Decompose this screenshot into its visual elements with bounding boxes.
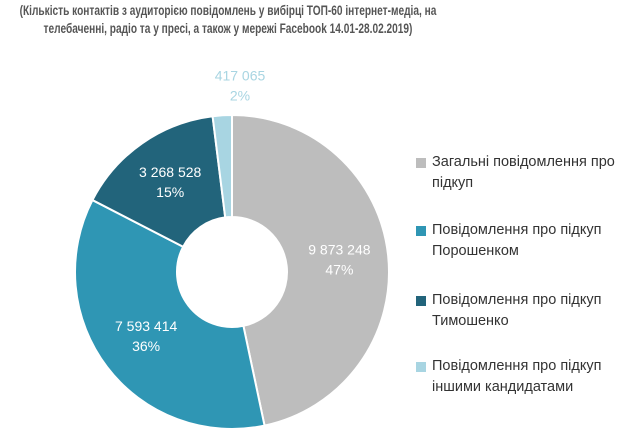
legend-swatch [416,226,426,236]
slice [231,113,390,427]
legend-label: Повідомлення про підкуп Тимошенко [432,292,602,329]
legend-item: Загальні повідомлення про підкуп [416,152,626,194]
slice [74,198,266,430]
slice [91,115,227,249]
value-label: 9 873 248 [308,241,370,257]
legend-item: Повідомлення про підкуп Порошенком [416,220,626,262]
value-label: 7 593 414 [115,318,177,334]
share-label: 2% [230,88,250,104]
share-label: 15% [156,184,184,200]
legend-swatch [416,296,426,306]
legend-label: Повідомлення про підкуп Порошенком [432,222,602,259]
share-label: 47% [325,261,353,277]
legend-item: Повідомлення про підкуп іншими кандидата… [416,356,626,398]
legend-label: Загальні повідомлення про підкуп [432,154,615,191]
value-label: 3 268 528 [139,164,201,180]
legend-item: Повідомлення про підкуп Тимошенко [416,290,626,332]
legend-swatch [416,158,426,168]
share-label: 36% [132,338,160,354]
legend-label: Повідомлення про підкуп іншими кандидата… [432,358,602,395]
value-label: 417 065 [215,68,266,84]
legend-swatch [416,362,426,372]
slice [211,113,233,219]
chart-title: (Кількість контактів з аудиторією повідо… [19,3,437,36]
